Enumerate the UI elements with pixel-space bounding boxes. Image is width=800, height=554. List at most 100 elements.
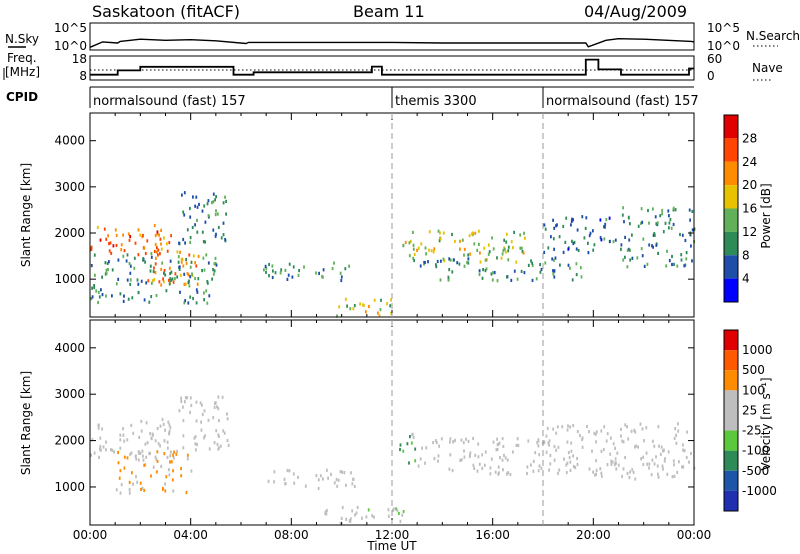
rti-cell — [163, 269, 166, 273]
rti-cell — [206, 280, 209, 284]
rti-cell — [481, 276, 484, 280]
rti-cell — [653, 232, 656, 236]
rti-cell — [424, 260, 426, 265]
rti-cell — [211, 201, 213, 205]
power-colorbar-swatch — [724, 208, 738, 232]
rti-cell — [212, 268, 214, 272]
rti-cell — [648, 243, 651, 247]
rti-cell — [615, 461, 617, 465]
rti-cell — [161, 261, 164, 265]
rti-cell — [172, 469, 174, 473]
rti-cell — [667, 209, 670, 213]
rti-cell — [117, 461, 120, 465]
rti-cell — [561, 425, 564, 429]
rti-cell — [288, 469, 291, 473]
rti-cell — [600, 429, 603, 433]
rti-cell — [402, 244, 405, 248]
rti-cell — [149, 432, 152, 436]
rti-cell — [645, 426, 648, 430]
rti-cell — [135, 475, 137, 479]
rti-cell — [200, 420, 202, 424]
rti-cell — [127, 232, 130, 236]
rti-cell — [158, 280, 161, 284]
rti-cell — [143, 246, 146, 250]
nave-label: Nave — [752, 61, 783, 75]
rti-cell — [117, 277, 120, 281]
rti-cell — [268, 274, 270, 278]
rti-cell — [145, 455, 148, 459]
rti-cell — [139, 233, 142, 237]
cpid-segment-label: themis 3300 — [395, 94, 477, 109]
rti-cell — [425, 252, 427, 256]
rti-cell — [672, 206, 675, 210]
rti-cell — [620, 434, 622, 438]
rti-cell — [490, 457, 493, 461]
rti-cell — [338, 305, 341, 309]
rti-cell — [211, 277, 213, 281]
rti-cell — [154, 262, 157, 266]
rti-cell — [557, 471, 559, 475]
rti-cell — [109, 241, 112, 245]
rti-cell — [191, 225, 194, 230]
rti-cell — [265, 266, 268, 270]
rti-cell — [641, 427, 644, 431]
rti-cell — [399, 443, 402, 447]
rti-cell — [567, 451, 570, 455]
rti-cell — [223, 431, 226, 435]
rti-cell — [395, 507, 397, 511]
rti-cell — [492, 440, 495, 444]
rti-cell — [326, 508, 328, 513]
rti-cell — [496, 279, 499, 283]
rti-cell — [652, 439, 654, 443]
rti-cell — [630, 429, 633, 433]
y-tick-label: 3000 — [54, 387, 85, 401]
rti-cell — [142, 233, 144, 238]
rti-cell — [417, 246, 420, 250]
rti-cell — [182, 446, 185, 450]
rti-cell — [605, 439, 608, 443]
rti-cell — [99, 444, 102, 449]
rti-cell — [668, 259, 671, 263]
rti-cell — [170, 278, 172, 282]
rti-cell — [362, 303, 364, 307]
rti-cell — [122, 427, 124, 431]
rti-cell — [572, 218, 574, 222]
rti-cell — [104, 261, 107, 265]
rti-cell — [610, 436, 612, 440]
velocity-colorbar-tick-label: 500 — [742, 363, 765, 377]
rti-cell — [127, 297, 130, 301]
rti-cell — [689, 218, 691, 222]
rti-cell — [140, 419, 143, 423]
rti-cell — [642, 455, 644, 459]
rti-cell — [626, 471, 629, 476]
rti-cell — [484, 258, 487, 262]
rti-cell — [412, 230, 414, 234]
rti-cell — [188, 279, 190, 283]
rti-cell — [196, 205, 199, 209]
rti-cell — [531, 263, 534, 268]
rti-cell — [284, 268, 287, 272]
rti-cell — [199, 401, 202, 405]
rti-cell — [184, 241, 186, 245]
rti-cell — [186, 228, 189, 232]
rti-cell — [462, 441, 465, 445]
rti-cell — [682, 443, 684, 447]
rti-cell — [576, 462, 579, 467]
rti-cell — [458, 262, 461, 266]
rti-cell — [160, 267, 163, 271]
rti-cell — [667, 450, 670, 454]
rti-cell — [570, 441, 573, 445]
rti-cell — [105, 237, 108, 241]
rti-cell — [628, 238, 631, 242]
rti-cell — [166, 242, 168, 246]
rti-cell — [142, 454, 144, 458]
rti-cell — [166, 455, 169, 459]
rti-cell — [549, 454, 552, 458]
rti-cell — [631, 256, 634, 260]
rti-cell — [595, 468, 598, 472]
power-colorbar-swatch — [724, 255, 738, 279]
rti-cell — [484, 269, 487, 273]
rti-cell — [361, 516, 363, 520]
rti-cell — [189, 275, 192, 279]
rti-cell — [641, 220, 644, 224]
